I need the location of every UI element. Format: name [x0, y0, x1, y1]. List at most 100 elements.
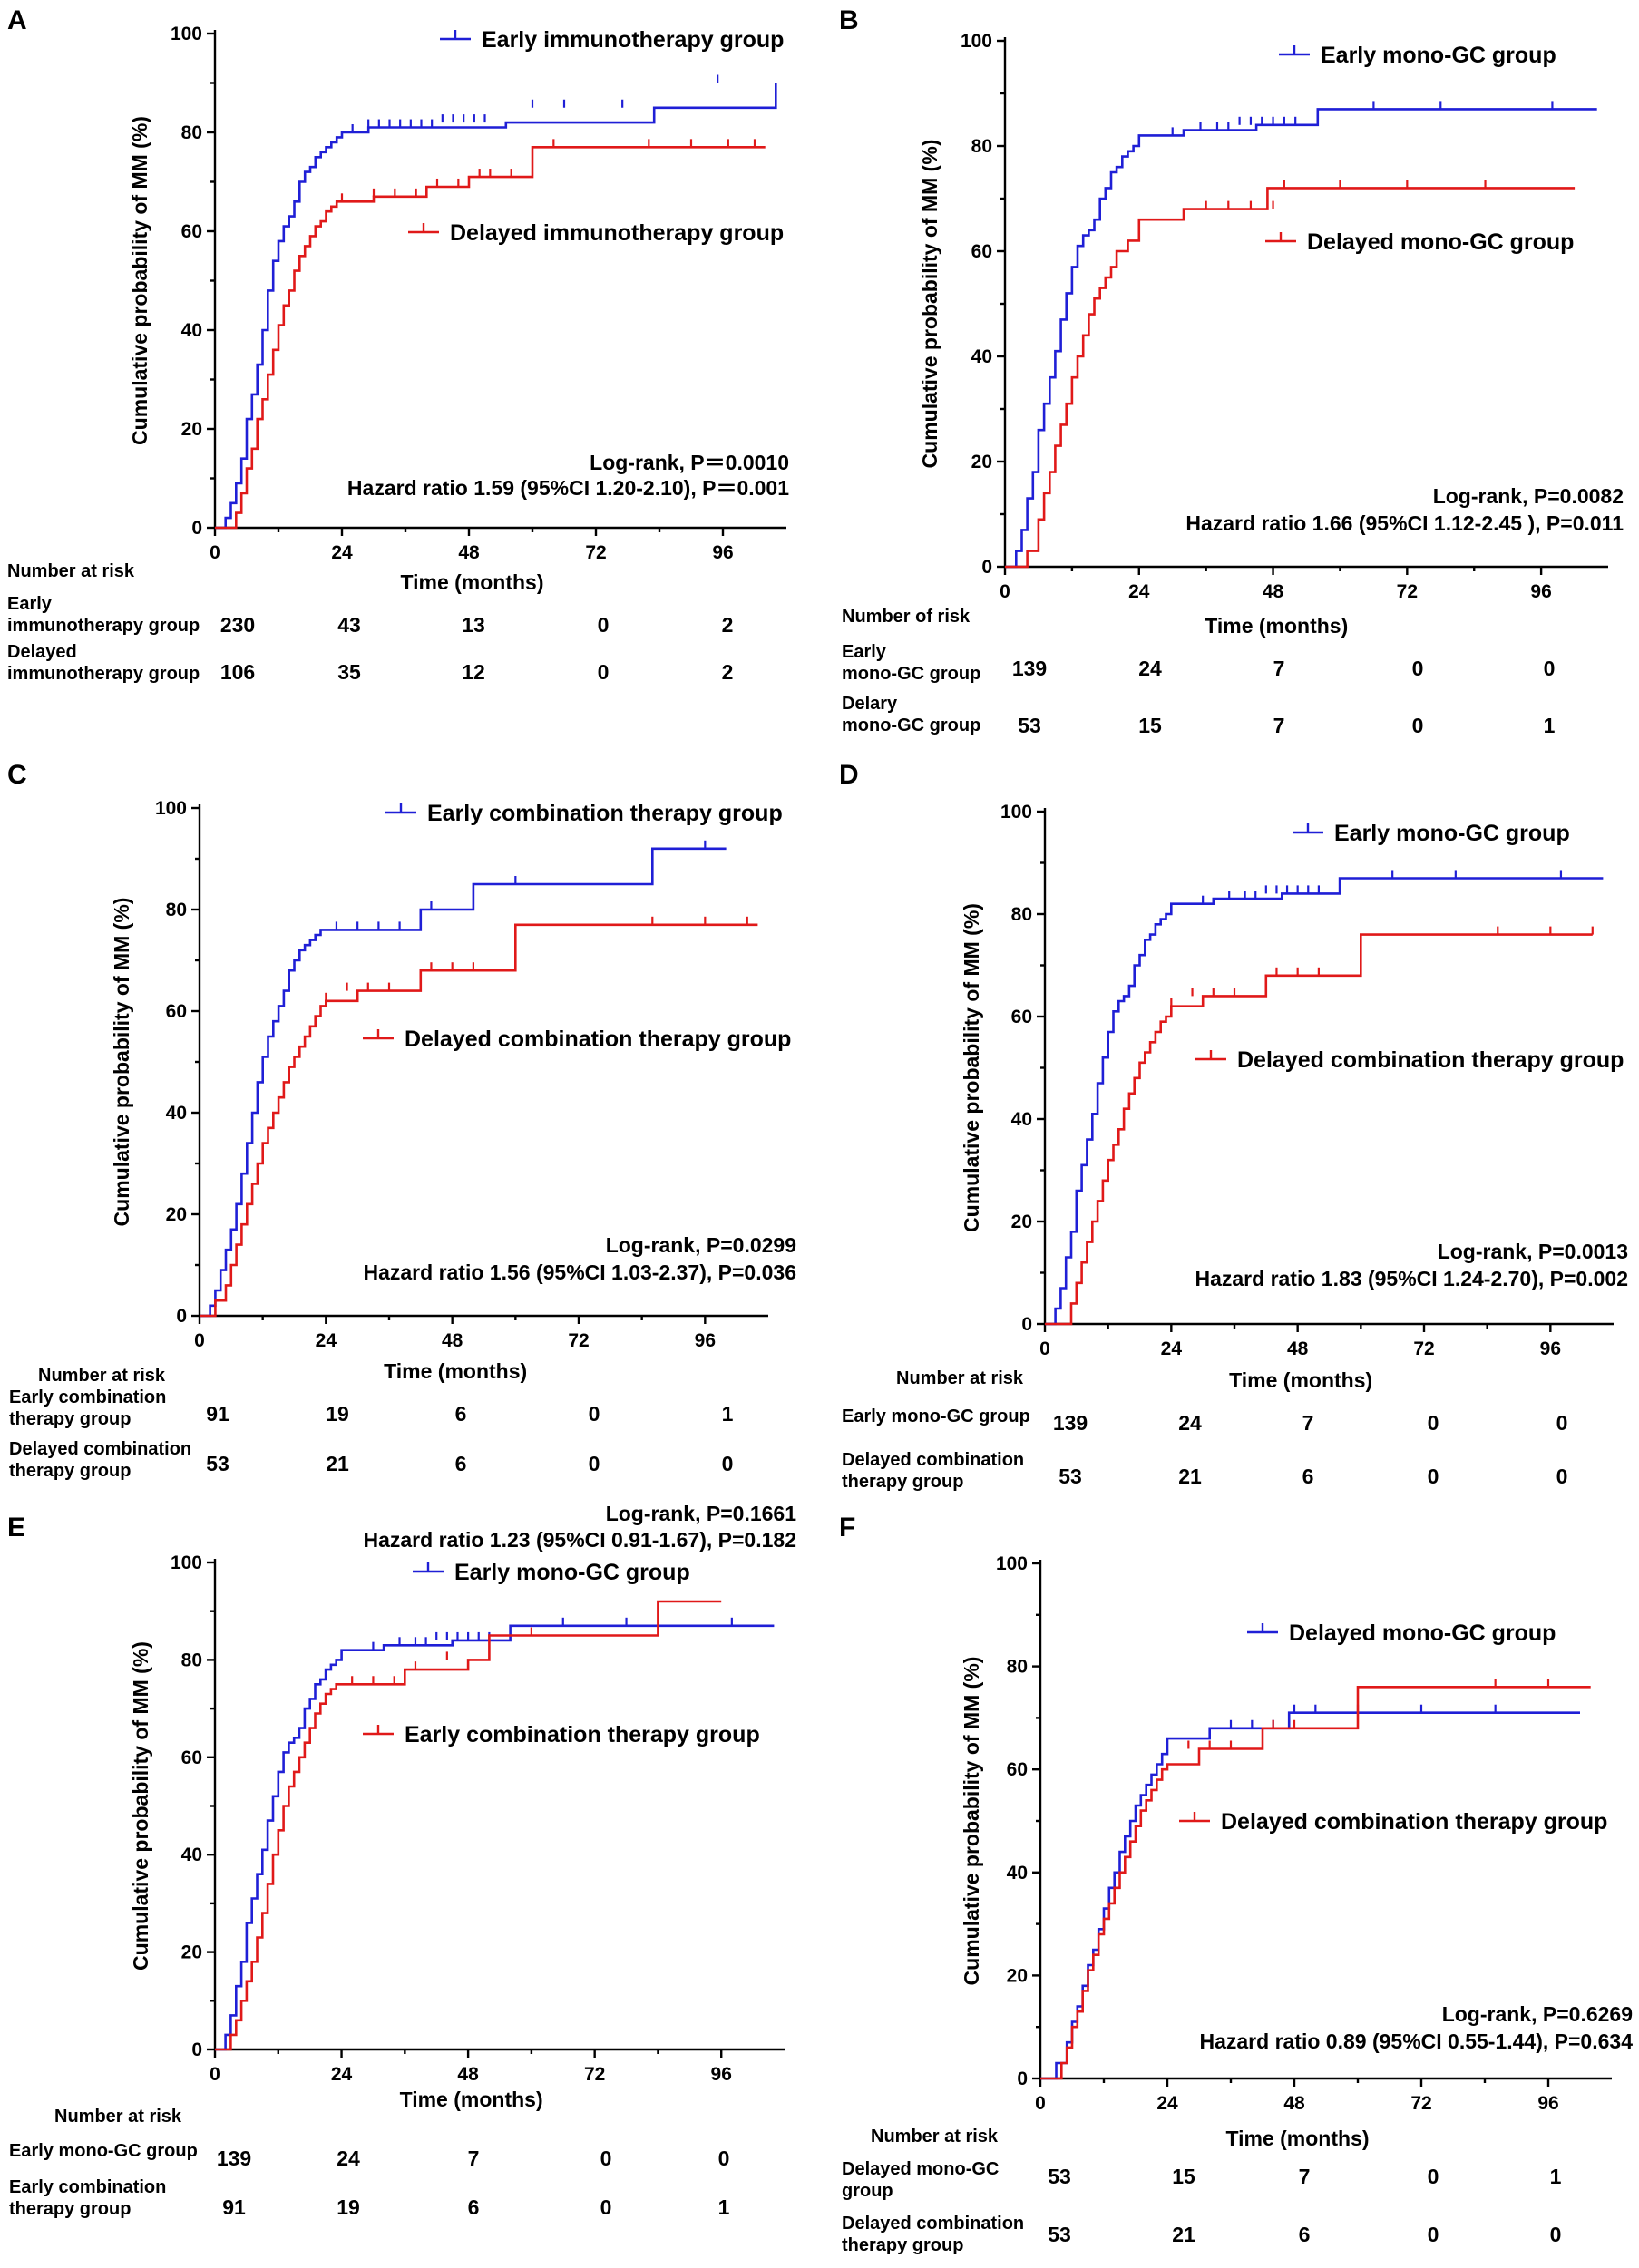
risk-table: Number at risk Early mono-GC group 139 24 7 0…	[9, 2107, 730, 2219]
y-tick-label: 80	[181, 122, 202, 143]
y-tick-label: 0	[176, 1306, 187, 1327]
risk-value: 0	[722, 1452, 734, 1475]
hazard-ratio-annotation: Hazard ratio 1.56 (95%CI 1.03-2.37), P=0…	[363, 1261, 796, 1284]
risk-value: 6	[455, 1452, 467, 1475]
y-tick-label: 80	[181, 1650, 202, 1670]
log-rank-annotation: Log-rank, P=0.1661	[606, 1502, 796, 1525]
legend-label: Early mono-GC group	[454, 1560, 690, 1585]
y-tick-label: 100	[996, 1553, 1028, 1574]
y-tick-label: 20	[971, 452, 992, 472]
hazard-ratio-annotation: Hazard ratio 1.23 (95%CI 0.91-1.67), P=0…	[363, 1528, 796, 1552]
y-axis-title: Cumulative probability of MM (%)	[128, 116, 151, 445]
y-tick-label: 100	[171, 1553, 202, 1573]
x-tick-label: 0	[194, 1330, 205, 1351]
y-axis-title: Cumulative probability of MM (%)	[110, 898, 133, 1227]
risk-value: 230	[220, 613, 255, 637]
x-tick-label: 24	[1128, 581, 1150, 602]
y-tick-label: 0	[1017, 2068, 1028, 2089]
risk-row-label: Delayed	[7, 642, 77, 662]
risk-value: 0	[600, 2146, 612, 2170]
risk-value: 0	[1428, 1465, 1439, 1488]
risk-value: 0	[600, 2195, 612, 2219]
km-curve-delayed-immunotherapy-group	[215, 146, 766, 530]
risk-value: 0	[1428, 2223, 1439, 2246]
risk-value: 0	[589, 1402, 600, 1426]
y-axis-title: Cumulative probability of MM (%)	[960, 1657, 983, 1986]
x-tick-label: 24	[331, 542, 353, 563]
risk-value: 91	[206, 1402, 229, 1426]
risk-value: 1	[718, 2195, 730, 2219]
y-tick-label: 80	[166, 900, 187, 920]
y-tick-label: 40	[181, 1845, 202, 1865]
km-curve-delayed-combination-therapy-group	[1040, 1686, 1591, 2080]
y-tick-label: 0	[1021, 1314, 1032, 1335]
x-tick-label: 48	[458, 542, 480, 563]
legend-item-delayed-combination-therapy-group: Delayed combination therapy group	[1179, 1809, 1607, 1835]
x-tick-label: 96	[1540, 1338, 1561, 1359]
y-tick-label: 100	[1000, 802, 1032, 823]
y-tick-label: 100	[155, 798, 187, 819]
y-tick-label: 20	[1011, 1212, 1032, 1232]
risk-row-label: therapy group	[9, 2199, 131, 2219]
log-rank-annotation: Log-rank, P=0.0082	[1433, 484, 1624, 508]
risk-row-label: mono-GC group	[842, 715, 980, 735]
risk-value: 0	[589, 1452, 600, 1475]
y-tick-label: 40	[971, 346, 992, 367]
y-tick-label: 100	[171, 24, 202, 44]
y-tick-label: 60	[181, 221, 202, 242]
legend-item-early-mono-gc-group: Early mono-GC group	[413, 1560, 690, 1585]
panel-letter: D	[839, 760, 859, 790]
legend-item-delayed-mono-gc-group: Delayed mono-GC group	[1265, 229, 1574, 255]
y-tick-label: 60	[1007, 1759, 1028, 1780]
y-tick-label: 20	[181, 419, 202, 440]
risk-value: 91	[222, 2195, 246, 2219]
risk-value: 6	[1302, 1465, 1314, 1488]
x-axis-title: Time (months)	[1229, 1368, 1372, 1392]
x-tick-label: 72	[1410, 2093, 1431, 2114]
risk-row-label: Early mono-GC group	[842, 1407, 1030, 1426]
x-tick-label: 48	[1287, 1338, 1309, 1359]
risk-value: 35	[337, 660, 361, 684]
risk-value: 15	[1172, 2165, 1195, 2188]
risk-row-label: Early	[842, 642, 887, 662]
km-curve-early-mono-gc-group	[1045, 877, 1604, 1326]
log-rank-annotation: Log-rank, P＝0.0010	[590, 451, 789, 474]
risk-value: 7	[1273, 657, 1285, 680]
risk-value: 0	[1428, 1411, 1439, 1435]
legend-label: Delayed mono-GC group	[1289, 1621, 1556, 1646]
x-tick-label: 24	[1156, 2093, 1178, 2114]
x-axis-title: Time (months)	[1205, 614, 1348, 638]
risk-value: 1	[1550, 2165, 1562, 2188]
y-tick-label: 60	[166, 1001, 187, 1022]
risk-value: 1	[722, 1402, 734, 1426]
legend-label: Early combination therapy group	[427, 801, 783, 826]
risk-row-label: Delayed combination	[9, 1439, 191, 1459]
risk-row-label: Early combination	[9, 2177, 166, 2197]
hazard-ratio-annotation: Hazard ratio 1.59 (95%CI 1.20-2.10), P＝0…	[347, 476, 789, 500]
x-tick-label: 48	[1263, 581, 1284, 602]
risk-value: 6	[455, 1402, 467, 1426]
risk-value: 2	[722, 613, 734, 637]
risk-value: 6	[1299, 2223, 1311, 2246]
y-tick-label: 80	[1007, 1657, 1028, 1678]
risk-value: 6	[468, 2195, 480, 2219]
legend-item-early-immunotherapy-group: Early immunotherapy group	[440, 27, 784, 53]
legend-label: Delayed combination therapy group	[405, 1027, 791, 1052]
x-tick-label: 0	[210, 2064, 220, 2085]
risk-value: 21	[1178, 1465, 1202, 1488]
legend-item-delayed-combination-therapy-group: Delayed combination therapy group	[363, 1027, 791, 1052]
y-axis-title: Cumulative probability of MM (%)	[960, 903, 983, 1232]
risk-table-title: Number at risk	[38, 1366, 166, 1386]
x-tick-label: 24	[1161, 1338, 1183, 1359]
x-tick-label: 0	[210, 542, 220, 563]
x-tick-label: 72	[1397, 581, 1418, 602]
risk-table-title: Number at risk	[871, 2127, 999, 2146]
x-tick-label: 72	[1413, 1338, 1434, 1359]
risk-row-label: Delayed combination	[842, 2214, 1024, 2234]
risk-row-label: Delayed mono-GC	[842, 2159, 999, 2179]
risk-row-label: therapy group	[842, 2235, 963, 2255]
panel-letter: C	[7, 760, 27, 790]
